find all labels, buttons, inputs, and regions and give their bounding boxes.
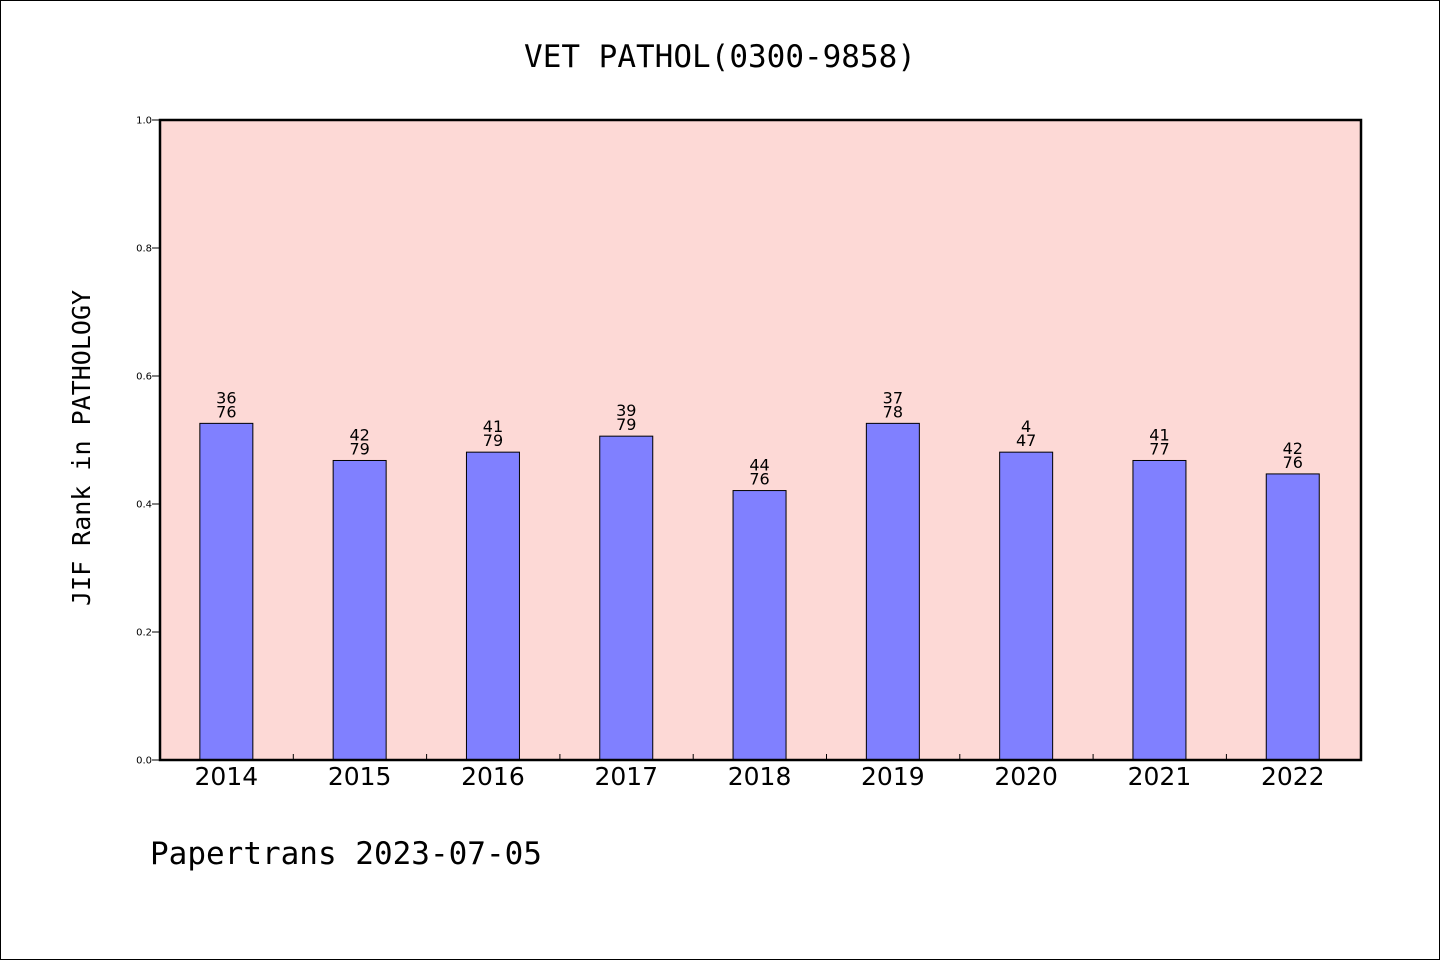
chart-title: VET PATHOL(0300-9858) bbox=[524, 39, 916, 75]
y-tick-label: 0.2 bbox=[136, 628, 152, 639]
data-label-rank-2019: 37 bbox=[883, 388, 903, 407]
x-tick-label-2020: 2020 bbox=[994, 762, 1058, 791]
x-tick-label-2019: 2019 bbox=[861, 762, 925, 791]
data-label-total-2014: 76 bbox=[216, 402, 236, 421]
bar-2022 bbox=[1265, 473, 1320, 761]
x-tick-label-2018: 2018 bbox=[728, 762, 792, 791]
y-tick-label: 1.0 bbox=[136, 116, 152, 127]
x-tick-label-2016: 2016 bbox=[461, 762, 525, 791]
footer-watermark: Papertrans 2023-07-05 bbox=[150, 836, 542, 872]
data-label-total-2015: 79 bbox=[349, 439, 369, 458]
bar-2021 bbox=[1132, 459, 1187, 761]
data-label-rank-2018: 44 bbox=[749, 456, 769, 475]
data-label-rank-2017: 39 bbox=[616, 401, 636, 420]
x-tick-label-2017: 2017 bbox=[594, 762, 658, 791]
x-tick-label-2022: 2022 bbox=[1261, 762, 1325, 791]
data-label-rank-2020: 4 bbox=[1021, 417, 1031, 436]
x-axis-ticks: 2014 2015 2016 2017 2018 2019 2020 2021 2022 bbox=[195, 754, 1325, 791]
bar-2014 bbox=[199, 422, 254, 761]
y-axis-label: JIF Rank in PATHOLOGY bbox=[67, 290, 96, 606]
bars-layer bbox=[199, 422, 1320, 761]
bar-2015 bbox=[332, 459, 387, 761]
x-tick-label-2021: 2021 bbox=[1128, 762, 1192, 791]
bar-2019 bbox=[865, 422, 920, 761]
data-label-rank-2016: 41 bbox=[483, 417, 503, 436]
bar-2020 bbox=[999, 451, 1054, 761]
y-tick-label: 0.4 bbox=[136, 500, 152, 511]
x-tick-label-2015: 2015 bbox=[328, 762, 392, 791]
data-label-total-2018: 76 bbox=[749, 470, 769, 489]
data-label-rank-2022: 42 bbox=[1283, 439, 1303, 458]
y-axis-ticks: 0.0 0.2 0.4 0.6 0.8 1.0 bbox=[136, 116, 160, 767]
data-label-total-2021: 77 bbox=[1149, 439, 1169, 458]
bar-2016 bbox=[465, 451, 520, 761]
data-label-rank-2015: 42 bbox=[349, 425, 369, 444]
bar-2018 bbox=[732, 490, 787, 761]
y-tick-label: 0.6 bbox=[136, 372, 152, 383]
data-label-rank-2014: 36 bbox=[216, 388, 236, 407]
data-label-rank-2021: 41 bbox=[1149, 425, 1169, 444]
data-label-total-2022: 76 bbox=[1283, 453, 1303, 472]
y-tick-label: 0.0 bbox=[136, 756, 152, 767]
data-label-total-2017: 79 bbox=[616, 415, 636, 434]
plot-border bbox=[158, 118, 1363, 762]
data-label-total-2020: 47 bbox=[1016, 431, 1036, 450]
bar-2017 bbox=[599, 435, 654, 761]
data-label-total-2019: 78 bbox=[883, 402, 903, 421]
x-tick-label-2014: 2014 bbox=[195, 762, 259, 791]
data-label-total-2016: 79 bbox=[483, 431, 503, 450]
y-tick-label: 0.8 bbox=[136, 244, 152, 255]
